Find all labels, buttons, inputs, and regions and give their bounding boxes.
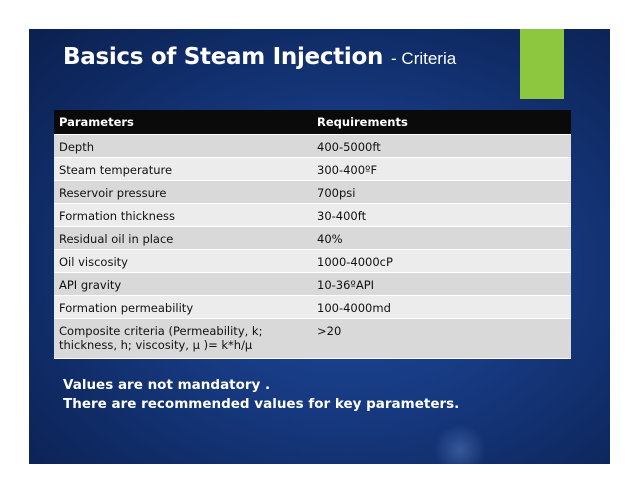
parameter-cell: Reservoir pressure <box>54 180 312 204</box>
slide: Basics of Steam Injection - Criteria Para… <box>29 29 610 464</box>
table-row: Reservoir pressure 700psi <box>54 180 571 204</box>
note-line: There are recommended values for key par… <box>63 396 460 412</box>
criteria-table: Parameters Requirements Depth 400-5000ft… <box>54 110 571 359</box>
header-parameters: Parameters <box>54 110 312 135</box>
parameter-cell: Depth <box>54 134 312 158</box>
title-main: Basics of Steam Injection <box>63 44 384 70</box>
parameter-cell: API gravity <box>54 272 312 296</box>
table-row: Formation permeability 100-4000md <box>54 295 571 319</box>
slide-title: Basics of Steam Injection - Criteria <box>63 44 456 70</box>
header-requirements: Requirements <box>312 110 571 135</box>
requirement-cell: 700psi <box>312 180 571 204</box>
parameter-cell: Formation permeability <box>54 295 312 319</box>
parameter-cell: Formation thickness <box>54 203 312 227</box>
requirement-cell: 1000-4000cP <box>312 249 571 273</box>
background-glow <box>434 424 486 464</box>
parameter-cell: Oil viscosity <box>54 249 312 273</box>
note-line: Values are not mandatory . <box>63 377 271 393</box>
parameter-line: Composite criteria (Permeability, k; <box>59 323 263 338</box>
requirement-cell: 10-36ºAPI <box>312 272 571 296</box>
requirement-cell: 30-400ft <box>312 203 571 227</box>
notes: Values are not mandatory . There are rec… <box>63 376 459 414</box>
requirement-cell: >20 <box>312 318 571 359</box>
parameter-cell: Residual oil in place <box>54 226 312 250</box>
table-row: Composite criteria (Permeability, k; thi… <box>54 318 571 359</box>
parameter-line: thickness, h; viscosity, μ )= k*h/μ <box>59 337 253 352</box>
title-subtitle: - Criteria <box>391 49 457 68</box>
requirement-cell: 400-5000ft <box>312 134 571 158</box>
parameter-cell: Composite criteria (Permeability, k; thi… <box>54 318 312 359</box>
table-row: Oil viscosity 1000-4000cP <box>54 249 571 273</box>
accent-bar <box>520 29 564 99</box>
table-row: Residual oil in place 40% <box>54 226 571 250</box>
parameter-cell: Steam temperature <box>54 157 312 181</box>
table-header-row: Parameters Requirements <box>54 110 571 135</box>
requirement-cell: 300-400ºF <box>312 157 571 181</box>
table-row: API gravity 10-36ºAPI <box>54 272 571 296</box>
requirement-cell: 40% <box>312 226 571 250</box>
table-row: Steam temperature 300-400ºF <box>54 157 571 181</box>
table-row: Depth 400-5000ft <box>54 134 571 158</box>
table-row: Formation thickness 30-400ft <box>54 203 571 227</box>
requirement-cell: 100-4000md <box>312 295 571 319</box>
